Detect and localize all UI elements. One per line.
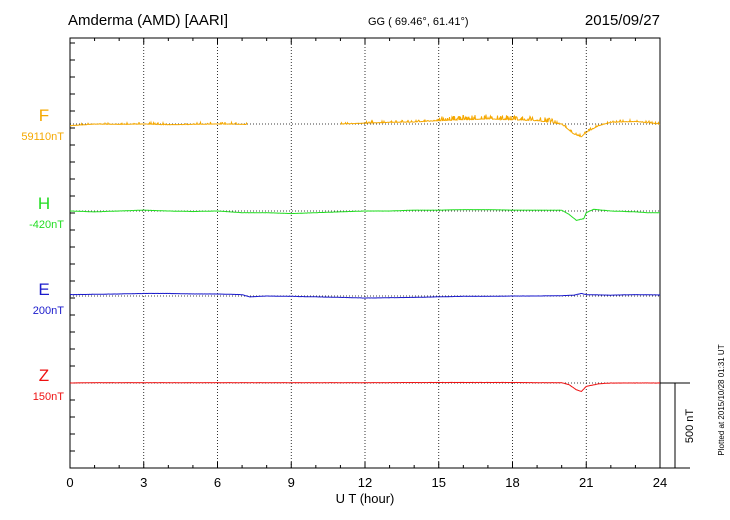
x-tick-label-6: 6 bbox=[214, 475, 221, 490]
labels-layer: F 59110nT H -420nT E 200nT Z 150nT bbox=[21, 106, 64, 403]
series-line-z bbox=[70, 381, 661, 392]
series-line-f bbox=[70, 114, 661, 138]
series-baseline-f: 59110nT bbox=[21, 131, 64, 143]
x-tick-label-21: 21 bbox=[579, 475, 593, 490]
grid-layer bbox=[143, 38, 587, 468]
series-baseline-h: -420nT bbox=[29, 219, 64, 231]
x-tick-label-24: 24 bbox=[653, 475, 667, 490]
series-name-z: Z bbox=[39, 366, 49, 385]
scale-bar-label: 500 nT bbox=[684, 409, 696, 444]
x-tick-label-3: 3 bbox=[140, 475, 147, 490]
x-tick-label-0: 0 bbox=[66, 475, 73, 490]
x-axis-title: U T (hour) bbox=[336, 491, 395, 506]
series-name-f: F bbox=[39, 106, 49, 125]
plotted-at-note: Plotted at 2015/10/28 01:31 UT bbox=[717, 344, 726, 455]
coordinates-label: GG ( 69.46°, 61.41°) bbox=[368, 16, 469, 28]
series-name-h: H bbox=[38, 194, 50, 213]
ticks-layer: 0 3 6 9 12 15 18 21 24 bbox=[66, 38, 667, 490]
series-name-e: E bbox=[38, 280, 49, 299]
series-line-h bbox=[70, 208, 660, 221]
series-line-e bbox=[69, 292, 661, 299]
series-layer bbox=[69, 114, 661, 392]
x-tick-label-18: 18 bbox=[505, 475, 519, 490]
x-tick-label-12: 12 bbox=[358, 475, 372, 490]
x-tick-label-9: 9 bbox=[288, 475, 295, 490]
series-baseline-e: 200nT bbox=[33, 305, 64, 317]
date-label: 2015/09/27 bbox=[585, 12, 660, 29]
scale-bar: 500 nT bbox=[660, 382, 696, 469]
series-baseline-z: 150nT bbox=[33, 391, 64, 403]
plot-frame bbox=[69, 37, 661, 469]
x-tick-label-15: 15 bbox=[432, 475, 446, 490]
station-title: Amderma (AMD) [AARI] bbox=[68, 12, 228, 29]
